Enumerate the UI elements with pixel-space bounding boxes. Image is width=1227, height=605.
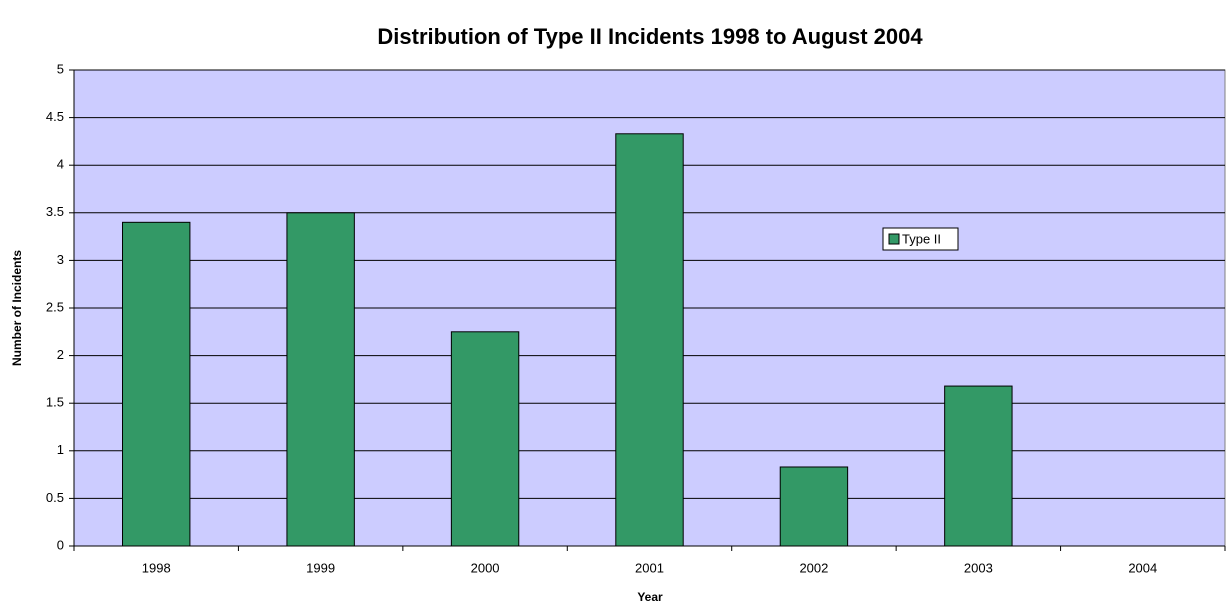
y-axis-label: Number of Incidents bbox=[10, 250, 24, 366]
legend-swatch bbox=[888, 233, 900, 245]
y-tick-label: 4 bbox=[57, 157, 64, 172]
x-tick-label: 2004 bbox=[1128, 560, 1157, 575]
y-tick-label: 0 bbox=[57, 537, 64, 552]
bar bbox=[615, 133, 684, 547]
bar bbox=[944, 385, 1013, 547]
legend-label: Type II bbox=[902, 231, 941, 246]
y-tick-label: 5 bbox=[57, 61, 64, 76]
y-tick-label: 0.5 bbox=[46, 490, 64, 505]
x-tick-label: 1998 bbox=[142, 560, 171, 575]
x-tick-label: 2003 bbox=[964, 560, 993, 575]
x-tick-label: 1999 bbox=[306, 560, 335, 575]
y-tick-label: 3 bbox=[57, 252, 64, 267]
bar bbox=[779, 466, 849, 547]
y-tick-label: 4.5 bbox=[46, 109, 64, 124]
bar bbox=[286, 212, 355, 547]
legend-box bbox=[882, 227, 959, 251]
x-axis-label: Year bbox=[637, 590, 663, 604]
bar bbox=[122, 221, 191, 547]
y-tick-label: 3.5 bbox=[46, 204, 64, 219]
x-tick-label: 2001 bbox=[635, 560, 664, 575]
y-tick-label: 2 bbox=[57, 347, 64, 362]
x-tick-label: 2002 bbox=[799, 560, 828, 575]
chart-title: Distribution of Type II Incidents 1998 t… bbox=[377, 24, 923, 49]
x-tick-label: 2000 bbox=[471, 560, 500, 575]
y-tick-label: 1.5 bbox=[46, 395, 64, 410]
y-tick-label: 1 bbox=[57, 442, 64, 457]
y-tick-label: 2.5 bbox=[46, 299, 64, 314]
bar bbox=[450, 331, 520, 547]
